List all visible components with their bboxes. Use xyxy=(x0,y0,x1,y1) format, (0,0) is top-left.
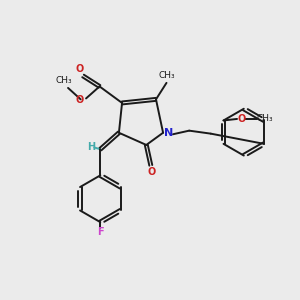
Text: F: F xyxy=(97,227,104,237)
Text: O: O xyxy=(76,64,84,74)
Text: H: H xyxy=(87,142,95,152)
Text: O: O xyxy=(237,114,246,124)
Text: CH₃: CH₃ xyxy=(55,76,72,85)
Text: CH₃: CH₃ xyxy=(159,71,176,80)
Text: N: N xyxy=(164,128,173,138)
Text: O: O xyxy=(75,95,84,105)
Text: O: O xyxy=(147,167,155,177)
Text: CH₃: CH₃ xyxy=(256,115,273,124)
